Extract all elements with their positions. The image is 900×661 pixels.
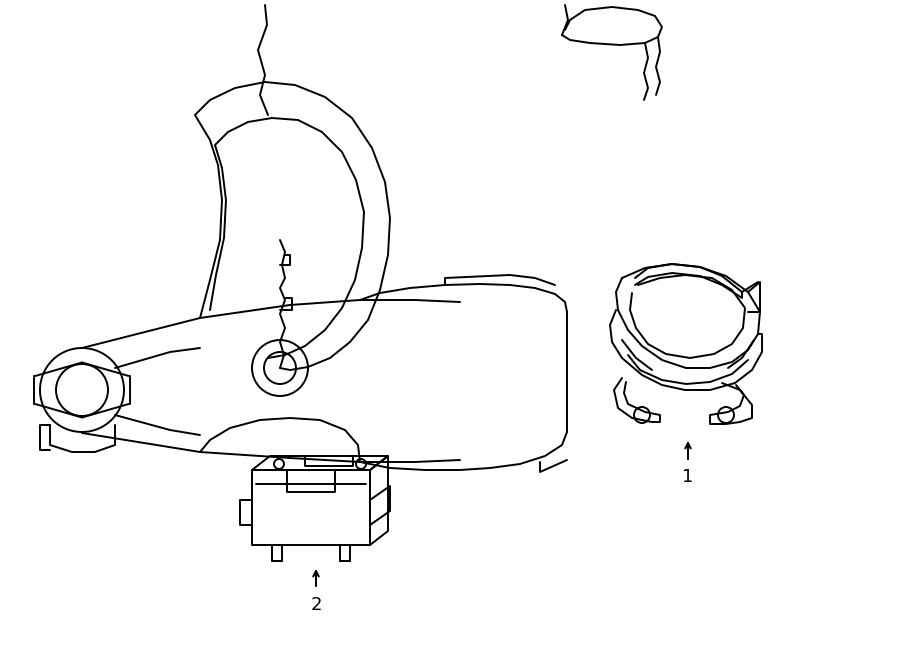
- Text: 2: 2: [310, 596, 322, 614]
- Text: 1: 1: [682, 468, 694, 486]
